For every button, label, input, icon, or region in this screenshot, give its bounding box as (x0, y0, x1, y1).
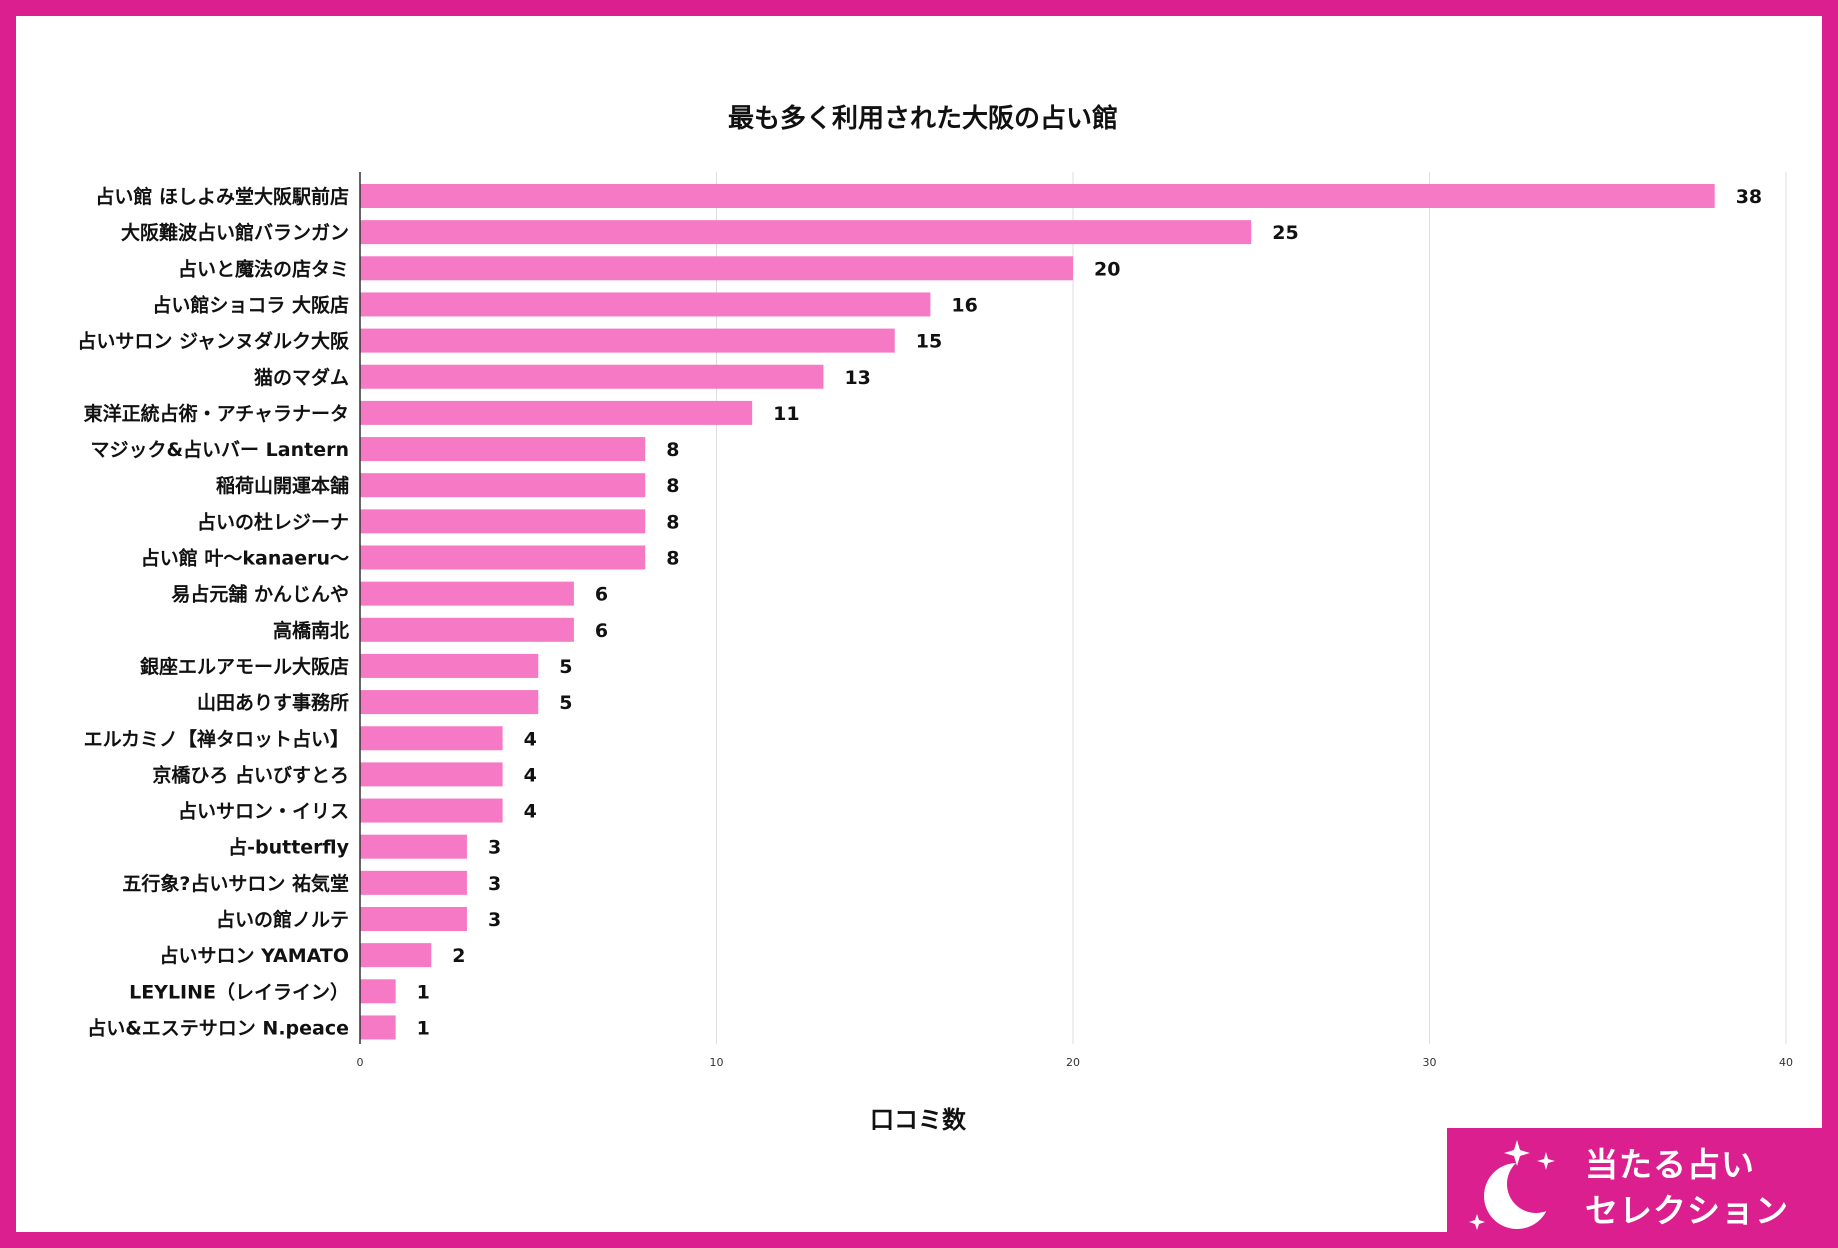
x-tick-label: 20 (1066, 1056, 1080, 1069)
category-label: 占いの館ノルテ (216, 908, 349, 931)
category-label: 銀座エルアモール大阪店 (140, 655, 349, 678)
category-label: 易占元舗 かんじんや (171, 583, 349, 606)
data-label: 3 (488, 909, 501, 931)
chart-title: 最も多く利用された大阪の占い館 (728, 103, 1118, 134)
category-label: 占いサロン YAMATO (159, 944, 349, 967)
x-axis-label: 口コミ数 (870, 1106, 967, 1134)
bar (360, 762, 503, 787)
category-label: 占い館 叶〜kanaeru〜 (141, 547, 349, 570)
data-label: 11 (773, 403, 799, 425)
category-label: 占い館 ほしよみ堂大阪駅前店 (95, 185, 349, 208)
data-label: 4 (524, 801, 537, 823)
bar (360, 1015, 396, 1040)
bar (360, 220, 1252, 245)
category-label: 大阪難波占い館バランガン (121, 221, 349, 244)
data-label: 13 (844, 367, 870, 389)
category-label: LEYLINE（レイライン） (129, 980, 349, 1003)
crescent-moon-sparkles-icon (1469, 1140, 1565, 1230)
bar (360, 581, 574, 606)
gridlines (716, 172, 1787, 1044)
data-label: 8 (666, 439, 679, 461)
bar (360, 400, 753, 425)
data-label: 4 (524, 728, 537, 750)
category-label: 山田ありす事務所 (197, 691, 349, 714)
bar (360, 943, 432, 968)
bar (360, 256, 1073, 281)
data-label: 3 (488, 873, 501, 895)
logo-line-2: セレクション (1585, 1191, 1789, 1230)
bar (360, 907, 467, 931)
bar (360, 292, 931, 317)
bar (360, 617, 574, 642)
data-label: 16 (951, 294, 977, 316)
data-label: 1 (417, 1017, 430, 1039)
data-label: 8 (666, 511, 679, 533)
category-label: 占い&エステサロン N.peace (87, 1016, 349, 1039)
bar (360, 726, 503, 751)
data-label: 8 (666, 475, 679, 497)
x-tick-label: 40 (1779, 1056, 1793, 1069)
bar (360, 870, 467, 895)
data-label: 1 (417, 981, 430, 1003)
category-label: 東洋正統占術・アチャラナータ (84, 402, 349, 425)
bar (360, 834, 467, 859)
bar (360, 509, 646, 534)
bar (360, 979, 396, 1004)
bar (360, 364, 824, 389)
category-label: 稲荷山開運本舗 (216, 474, 349, 497)
data-label: 15 (916, 331, 942, 353)
data-label: 3 (488, 837, 501, 859)
bar (360, 184, 1715, 208)
x-tick-label: 0 (357, 1056, 364, 1069)
category-label: 占いサロン ジャンヌダルク大阪 (77, 330, 350, 353)
logo-line-1: 当たる占い (1585, 1145, 1755, 1184)
bars (360, 184, 1715, 1040)
data-label: 5 (559, 656, 572, 678)
x-tick-label: 10 (710, 1056, 724, 1069)
data-label: 5 (559, 692, 572, 714)
bar (360, 437, 646, 462)
data-label: 38 (1736, 186, 1762, 208)
bar (360, 798, 503, 823)
category-label: 京橋ひろ 占いびすとろ (152, 763, 349, 786)
category-label: エルカミノ【禅タロット占い】 (84, 727, 349, 750)
data-label: 8 (666, 548, 679, 570)
bar (360, 690, 539, 715)
category-label: 占いサロン・イリス (178, 800, 349, 823)
data-label: 6 (595, 584, 608, 606)
data-label: 4 (524, 764, 537, 786)
category-label: 占いの杜レジーナ (197, 510, 349, 533)
bar (360, 473, 646, 498)
category-label: 猫のマダム (254, 366, 349, 389)
category-label: 五行象?占いサロン 祐気堂 (122, 872, 349, 895)
brand-logo: 当たる占い セレクション (1447, 1128, 1824, 1234)
category-label: 占いと魔法の店タミ (178, 257, 349, 280)
category-label: 占-butterfly (228, 836, 350, 859)
data-label: 25 (1272, 222, 1298, 244)
bar (360, 328, 895, 353)
category-label: マジック&占いバー Lantern (90, 438, 349, 461)
x-axis-ticks: 0 10 20 30 40 (357, 1056, 1794, 1069)
data-label: 6 (595, 620, 608, 642)
bar (360, 653, 539, 678)
x-tick-label: 30 (1423, 1056, 1437, 1069)
data-label: 2 (452, 945, 465, 967)
bar (360, 545, 646, 570)
data-label: 20 (1094, 258, 1120, 280)
category-label: 占い館ショコラ 大阪店 (152, 293, 349, 316)
category-labels: 占い館 ほしよみ堂大阪駅前店大阪難波占い館バランガン占いと魔法の店タミ占い館ショ… (77, 185, 350, 1039)
category-label: 高橋南北 (273, 619, 349, 642)
